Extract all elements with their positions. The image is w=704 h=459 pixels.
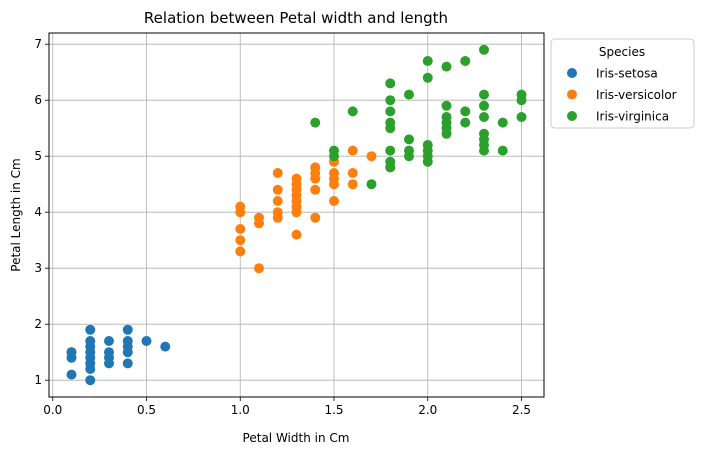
point-iris-versicolor bbox=[366, 151, 377, 162]
point-iris-virginica bbox=[422, 72, 433, 83]
point-iris-virginica bbox=[329, 145, 339, 156]
point-iris-versicolor bbox=[235, 246, 246, 257]
point-iris-versicolor bbox=[310, 162, 321, 173]
point-iris-virginica bbox=[404, 134, 414, 145]
point-iris-setosa bbox=[85, 336, 96, 346]
plot-frame bbox=[48, 32, 545, 398]
point-iris-virginica bbox=[404, 145, 414, 156]
point-iris-setosa bbox=[85, 324, 96, 335]
legend-label-iris-versicolor: Iris-versicolor bbox=[596, 88, 677, 102]
point-iris-setosa bbox=[66, 347, 77, 358]
point-iris-virginica bbox=[460, 106, 471, 117]
legend-marker-iris-versicolor bbox=[567, 89, 577, 100]
point-iris-versicolor bbox=[347, 145, 358, 156]
point-iris-versicolor bbox=[272, 184, 283, 195]
x-tick-label: 1.0 bbox=[231, 403, 250, 417]
point-iris-setosa bbox=[122, 324, 133, 335]
point-iris-virginica bbox=[385, 95, 396, 106]
point-iris-virginica bbox=[497, 145, 508, 156]
point-iris-setosa bbox=[122, 336, 133, 346]
point-iris-versicolor bbox=[291, 229, 302, 240]
point-iris-versicolor bbox=[254, 263, 264, 274]
chart-title: Relation between Petal width and length bbox=[144, 9, 448, 27]
legend-marker-iris-setosa bbox=[567, 68, 577, 78]
point-iris-virginica bbox=[479, 89, 489, 100]
point-iris-virginica bbox=[441, 100, 452, 111]
x-tick-label: 2.5 bbox=[512, 403, 531, 417]
y-axis: 1 2 3 4 5 6 7 bbox=[34, 37, 49, 387]
legend-title: Species bbox=[599, 45, 645, 59]
x-axis: 0.0 0.5 1.0 1.5 2.0 2.5 bbox=[43, 397, 531, 417]
y-tick-label: 1 bbox=[34, 373, 42, 387]
y-tick-label: 3 bbox=[34, 261, 42, 275]
x-tick-label: 2.0 bbox=[418, 403, 437, 417]
point-iris-virginica bbox=[422, 140, 433, 150]
point-iris-virginica bbox=[497, 117, 508, 128]
y-tick-label: 2 bbox=[34, 317, 42, 331]
point-iris-versicolor bbox=[235, 201, 246, 212]
data-points bbox=[66, 44, 527, 386]
y-axis-label: Petal Length in Cm bbox=[9, 158, 23, 271]
x-axis-label: Petal Width in Cm bbox=[243, 431, 350, 445]
point-iris-versicolor bbox=[272, 168, 283, 178]
point-iris-virginica bbox=[441, 61, 452, 72]
point-iris-setosa bbox=[85, 375, 96, 386]
point-iris-setosa bbox=[104, 336, 114, 346]
point-iris-versicolor bbox=[347, 168, 358, 178]
point-iris-versicolor bbox=[235, 235, 246, 246]
point-iris-virginica bbox=[366, 179, 377, 190]
point-iris-virginica bbox=[422, 56, 433, 66]
point-iris-virginica bbox=[385, 156, 396, 167]
point-iris-virginica bbox=[516, 112, 527, 122]
legend: Species Iris-setosa Iris-versicolor Iris-v… bbox=[550, 38, 695, 129]
point-iris-versicolor bbox=[272, 207, 283, 218]
point-iris-setosa bbox=[66, 369, 77, 380]
point-iris-versicolor bbox=[329, 168, 339, 178]
x-tick-label: 1.5 bbox=[324, 403, 343, 417]
point-iris-setosa bbox=[141, 336, 152, 346]
y-tick-label: 4 bbox=[34, 205, 42, 219]
point-iris-virginica bbox=[479, 44, 489, 55]
point-iris-virginica bbox=[385, 145, 396, 156]
point-iris-virginica bbox=[385, 78, 396, 89]
legend-frame bbox=[550, 38, 695, 129]
y-tick-label: 5 bbox=[34, 149, 42, 163]
point-iris-setosa bbox=[104, 347, 114, 358]
point-iris-setosa bbox=[122, 358, 133, 369]
y-tick-label: 7 bbox=[34, 37, 42, 51]
point-iris-versicolor bbox=[291, 173, 302, 184]
x-tick-label: 0.5 bbox=[137, 403, 156, 417]
point-iris-virginica bbox=[516, 89, 527, 100]
point-iris-versicolor bbox=[235, 224, 246, 234]
legend-entries: Iris-setosa Iris-versicolor Iris-virginica bbox=[567, 67, 677, 124]
point-iris-virginica bbox=[479, 100, 489, 111]
legend-label-iris-setosa: Iris-setosa bbox=[596, 67, 658, 81]
point-iris-versicolor bbox=[347, 179, 358, 190]
point-iris-virginica bbox=[479, 128, 489, 139]
point-iris-virginica bbox=[347, 106, 358, 117]
y-tick-label: 6 bbox=[34, 93, 42, 107]
point-iris-versicolor bbox=[310, 212, 321, 223]
legend-marker-iris-virginica bbox=[567, 111, 577, 121]
point-iris-setosa bbox=[160, 341, 171, 352]
point-iris-virginica bbox=[460, 117, 471, 128]
point-iris-virginica bbox=[385, 106, 396, 117]
point-iris-versicolor bbox=[310, 184, 321, 195]
point-iris-virginica bbox=[404, 89, 414, 100]
plot-area: 0.0 0.5 1.0 1.5 2.0 2.5 1 2 3 4 5 6 7 bbox=[34, 32, 545, 417]
x-tick-label: 0.0 bbox=[43, 403, 62, 417]
point-iris-virginica bbox=[460, 56, 471, 66]
point-iris-virginica bbox=[479, 112, 489, 122]
point-iris-versicolor bbox=[329, 196, 339, 206]
point-iris-virginica bbox=[441, 112, 452, 122]
point-iris-virginica bbox=[385, 117, 396, 128]
point-iris-versicolor bbox=[254, 212, 264, 223]
point-iris-versicolor bbox=[272, 196, 283, 206]
point-iris-virginica bbox=[310, 117, 321, 128]
legend-label-iris-virginica: Iris-virginica bbox=[596, 110, 669, 124]
